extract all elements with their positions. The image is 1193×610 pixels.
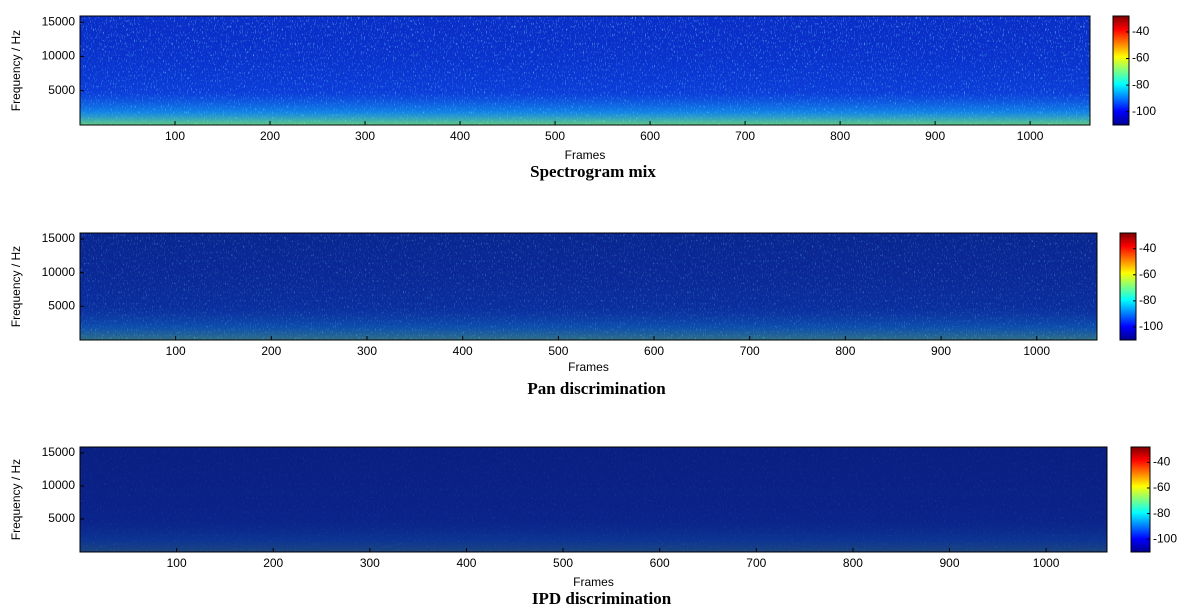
plot-frame [79, 15, 1091, 126]
x-axis-label: Frames [568, 360, 609, 374]
spectrogram-low-band [80, 16, 1090, 125]
colorbar [1112, 15, 1130, 126]
x-tick-label: 800 [835, 344, 855, 358]
x-tick-label: 500 [545, 129, 565, 143]
x-tick-label: 100 [165, 129, 185, 143]
y-tick-label: 10000 [42, 478, 76, 492]
colorbar-tick-label: -40 [1153, 455, 1171, 469]
x-tick-label: 900 [925, 129, 945, 143]
x-tick-label: 800 [830, 129, 850, 143]
x-axis-label: Frames [573, 575, 614, 589]
x-tick-label: 800 [843, 556, 863, 570]
y-axis-label: Frequency / Hz [9, 459, 23, 540]
x-tick-label: 300 [360, 556, 380, 570]
x-tick-label: 300 [355, 129, 375, 143]
y-tick-label: 15000 [42, 231, 76, 245]
x-tick-label: 500 [548, 344, 568, 358]
x-tick-label: 500 [553, 556, 573, 570]
x-tick-label: 900 [931, 344, 951, 358]
y-tick-label: 10000 [42, 265, 76, 279]
y-axis-label: Frequency / Hz [9, 246, 23, 327]
x-axis-label: Frames [565, 148, 606, 162]
colorbar-tick-label: -80 [1153, 506, 1171, 520]
y-axis-label: Frequency / Hz [9, 30, 23, 111]
colorbar-tick-label: -60 [1153, 480, 1171, 494]
x-tick-label: 400 [456, 556, 476, 570]
chart-title: Pan discrimination [527, 379, 666, 398]
colorbar-tick-label: -40 [1139, 241, 1157, 255]
x-tick-label: 1000 [1017, 129, 1044, 143]
colorbar-tick-label: -60 [1132, 51, 1150, 65]
y-tick-label: 5000 [48, 299, 75, 313]
plot-frame [79, 446, 1108, 553]
x-tick-label: 100 [166, 344, 186, 358]
x-tick-label: 200 [261, 344, 281, 358]
x-tick-label: 100 [167, 556, 187, 570]
spectrogram-low-band [80, 447, 1107, 552]
colorbar-tick-label: -100 [1139, 319, 1163, 333]
colorbar-tick-label: -40 [1132, 24, 1150, 38]
y-tick-label: 5000 [48, 511, 75, 525]
colorbar [1119, 232, 1137, 341]
x-tick-label: 400 [453, 344, 473, 358]
x-tick-label: 1000 [1033, 556, 1060, 570]
x-tick-label: 900 [940, 556, 960, 570]
colorbar-tick-label: -80 [1139, 293, 1157, 307]
x-tick-label: 200 [260, 129, 280, 143]
colorbar-tick-label: -60 [1139, 267, 1157, 281]
chart-title: IPD discrimination [532, 589, 672, 608]
x-tick-label: 1000 [1023, 344, 1050, 358]
chart-title: Spectrogram mix [530, 162, 656, 181]
x-tick-label: 200 [263, 556, 283, 570]
colorbar [1130, 446, 1151, 553]
plot-frame [79, 232, 1098, 341]
x-tick-label: 700 [735, 129, 755, 143]
x-tick-label: 600 [650, 556, 670, 570]
spectrogram-low-band [80, 233, 1097, 340]
colorbar-tick-label: -100 [1153, 531, 1177, 545]
x-tick-label: 300 [357, 344, 377, 358]
x-tick-label: 700 [746, 556, 766, 570]
y-tick-label: 10000 [42, 49, 76, 63]
x-tick-label: 700 [740, 344, 760, 358]
y-tick-label: 5000 [48, 83, 75, 97]
colorbar-tick-label: -80 [1132, 77, 1150, 91]
colorbar-tick-label: -100 [1132, 104, 1156, 118]
y-tick-label: 15000 [42, 445, 76, 459]
x-tick-label: 600 [640, 129, 660, 143]
y-tick-label: 15000 [42, 14, 76, 28]
x-tick-label: 400 [450, 129, 470, 143]
x-tick-label: 600 [644, 344, 664, 358]
